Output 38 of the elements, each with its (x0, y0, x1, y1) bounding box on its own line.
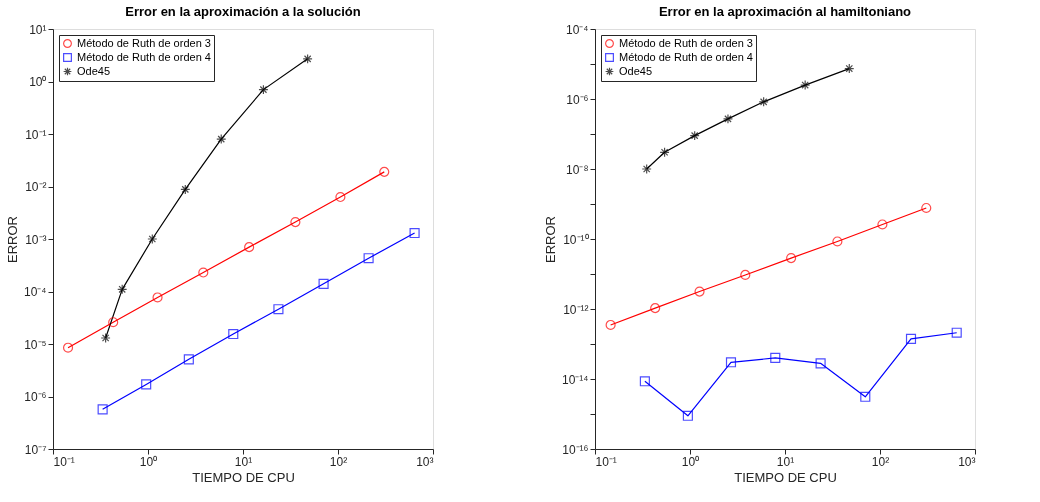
x-tick-label: 10³ (416, 454, 434, 469)
y-tick-label: 10⁻⁸ (566, 162, 589, 177)
y-tick-label: 10⁻⁵ (24, 337, 47, 352)
x-tick-label: 10¹ (234, 454, 253, 469)
x-axis-title: TIEMPO DE CPU (734, 469, 837, 485)
x-tick-label: 10¹ (776, 454, 795, 469)
y-tick-label: 10⁻⁶ (566, 92, 589, 107)
y-tick-label: 10¹ (29, 22, 47, 37)
y-tick-label: 10⁻² (25, 180, 47, 194)
chart-title: Error en la aproximación al hamiltoniano (658, 4, 912, 19)
y-tick-label: 10⁻⁴ (565, 22, 589, 37)
x-tick-label: 10⁰ (681, 454, 700, 469)
legend-label: Ode45 (77, 64, 111, 77)
y-tick-label: 10⁻¹² (563, 302, 589, 317)
legend-label: Método de Ruth de orden 3 (77, 36, 211, 49)
y-tick-label: 10⁻⁷ (24, 442, 47, 457)
y-tick-label: 10⁻¹⁰ (563, 232, 589, 247)
y-axis-title: ERROR (5, 216, 20, 263)
chart-title: Error en la aproximación a la solución (125, 4, 361, 19)
legend-label: Método de Ruth de orden 4 (619, 50, 753, 63)
legend-label: Ode45 (619, 64, 653, 77)
x-tick-label: 10⁻¹ (595, 454, 617, 469)
legend-label: Método de Ruth de orden 3 (619, 36, 753, 49)
y-tick-label: 10⁻⁴ (23, 285, 47, 299)
legend-label: Método de Ruth de orden 4 (77, 50, 211, 63)
x-tick-label: 10² (871, 454, 890, 469)
x-tick-label: 10³ (958, 454, 976, 469)
x-tick-label: 10⁻¹ (53, 454, 75, 469)
y-tick-label: 10⁻³ (25, 232, 47, 247)
y-tick-label: 10⁻¹⁴ (562, 372, 589, 387)
y-axis-title: ERROR (543, 216, 558, 263)
x-tick-label: 10⁰ (139, 454, 158, 469)
y-tick-label: 10⁻¹ (25, 127, 47, 142)
x-axis-title: TIEMPO DE CPU (192, 469, 295, 485)
x-tick-label: 10² (329, 454, 348, 469)
y-tick-label: 10⁻¹⁶ (562, 442, 589, 457)
y-tick-label: 10⁰ (29, 75, 47, 89)
y-tick-label: 10⁻⁶ (24, 390, 47, 404)
